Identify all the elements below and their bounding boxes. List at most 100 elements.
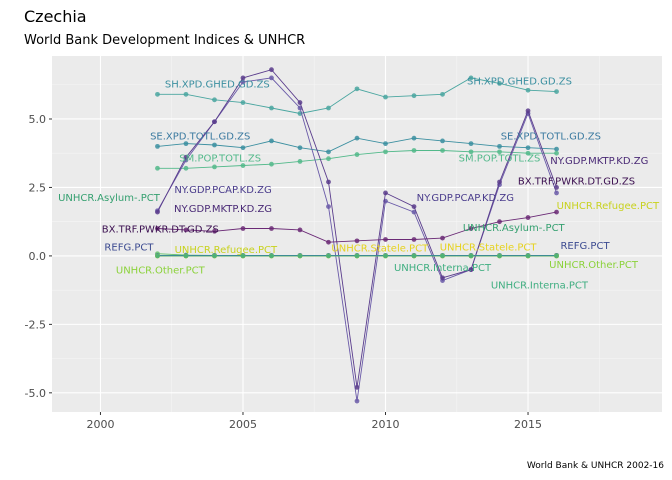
label-layer: SH.XPD.GHED.GD.ZS SH.XPD.GHED.GD.ZS SE.XPD… <box>58 77 660 292</box>
y-tick-label: 0.0 <box>29 250 47 263</box>
data-point <box>525 87 531 93</box>
data-point <box>240 226 246 231</box>
data-point <box>554 150 559 156</box>
data-point <box>497 219 502 225</box>
data-point <box>240 100 246 105</box>
series-label: SE.XPD.TOTL.GD.ZS <box>150 131 250 142</box>
data-point <box>326 204 331 210</box>
series-label: REFG.PCT <box>560 241 610 252</box>
data-point <box>411 253 417 259</box>
data-point <box>212 142 217 148</box>
chart-title: Czechia <box>24 7 87 26</box>
data-point <box>297 253 303 259</box>
data-point <box>155 253 160 259</box>
data-point <box>354 238 360 244</box>
series-label: UNHCR.Interna.PCT <box>491 281 589 292</box>
data-point <box>240 145 246 151</box>
data-point <box>297 227 303 233</box>
data-point <box>297 145 303 151</box>
data-point <box>440 91 445 97</box>
data-point <box>155 143 160 149</box>
y-tick-label: -2.5 <box>25 318 46 331</box>
x-tick-label: 2005 <box>229 418 257 431</box>
series-label: UNHCR.Other.PCT <box>116 266 206 277</box>
series-label: UNHCR.Refugee.PCT <box>557 201 660 212</box>
data-point <box>554 89 559 94</box>
data-point <box>155 165 160 171</box>
axis-layer: 2000 2005 2010 2015 -5.0 -2.5 0.0 2.5 5.0 <box>25 113 542 431</box>
data-point <box>183 91 189 97</box>
y-tick-label: 5.0 <box>29 113 47 126</box>
data-point <box>440 148 445 153</box>
series-label: NY.GDP.PCAP.KD.ZG <box>417 193 514 204</box>
data-point <box>354 398 360 404</box>
series-label: SM.POP.TOTL.ZS <box>459 153 541 164</box>
data-point <box>383 190 388 196</box>
data-point <box>468 149 474 155</box>
data-point <box>554 146 559 152</box>
chart-caption: World Bank & UNHCR 2002-16 <box>527 461 664 471</box>
series-label: NY.GDP.MKTP.KD.ZG <box>550 156 648 167</box>
data-point <box>383 237 388 242</box>
data-point <box>183 154 189 160</box>
data-point <box>411 237 417 242</box>
series-label: REFG.PCT <box>104 242 154 253</box>
series-layer <box>155 67 559 404</box>
data-point <box>326 105 331 111</box>
series-label: SH.XPD.GHED.GD.ZS <box>467 77 572 88</box>
data-point <box>468 267 474 272</box>
series-label: NY.GDP.PCAP.KD.ZG <box>174 185 271 196</box>
series-label: UNHCR.Statele.PCT <box>440 242 538 253</box>
data-point <box>269 105 274 111</box>
data-point <box>212 164 217 170</box>
data-point <box>354 152 360 157</box>
data-point <box>383 141 388 147</box>
data-point <box>497 253 502 259</box>
data-point <box>440 253 445 259</box>
data-point <box>525 253 531 259</box>
data-point <box>354 86 360 92</box>
data-point <box>326 149 331 155</box>
data-point <box>497 149 502 155</box>
series-label: BX.TRF.PWKR.DT.GD.ZS <box>102 225 219 236</box>
data-point <box>183 141 189 147</box>
data-point <box>155 91 160 97</box>
y-tick-label: 2.5 <box>29 181 47 194</box>
data-point <box>269 67 274 73</box>
data-point <box>183 253 189 259</box>
grid-major <box>52 56 662 412</box>
x-tick-label: 2000 <box>86 418 114 431</box>
data-point <box>297 100 303 105</box>
series-label: BX.TRF.PWKR.DT.GD.ZS <box>518 177 635 188</box>
data-point <box>269 253 274 259</box>
data-point <box>240 253 246 259</box>
series-label: UNHCR.Statele.PCT <box>331 244 429 255</box>
data-point <box>468 75 474 81</box>
data-point <box>383 149 388 155</box>
data-point <box>326 253 331 259</box>
data-point <box>212 253 217 259</box>
data-point <box>411 209 417 215</box>
series-label: UNHCR.Asylum-.PCT <box>463 223 566 234</box>
data-point <box>326 156 331 162</box>
data-point <box>155 209 160 215</box>
series-label: UNHCR.Interna.PCT <box>394 263 492 274</box>
x-tick-label: 2015 <box>514 418 542 431</box>
data-point <box>269 161 274 167</box>
data-point <box>269 226 274 231</box>
data-point <box>497 143 502 149</box>
data-point <box>468 226 474 231</box>
series-label: SM.POP.TOTL.ZS <box>179 153 261 164</box>
series-label: UNHCR.Refugee.PCT <box>175 245 278 256</box>
data-point <box>411 135 417 141</box>
data-point <box>468 253 474 259</box>
data-point <box>525 145 531 151</box>
data-point <box>183 227 189 233</box>
data-point <box>212 228 217 234</box>
x-tick-label: 2010 <box>372 418 400 431</box>
data-point <box>212 119 217 125</box>
data-point <box>183 165 189 171</box>
data-point <box>240 75 246 81</box>
